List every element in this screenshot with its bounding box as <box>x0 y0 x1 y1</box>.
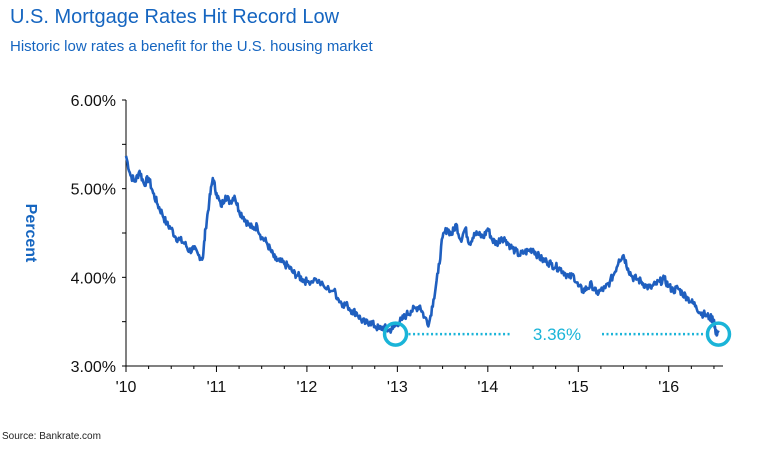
x-tick-label: '12 <box>296 379 317 396</box>
x-tick-label: '14 <box>477 379 498 396</box>
series-line <box>124 155 720 337</box>
y-tick-label: 6.00% <box>71 93 116 110</box>
chart-subtitle: Historic low rates a benefit for the U.S… <box>10 38 373 55</box>
y-tick-label: 3.00% <box>71 359 116 376</box>
y-axis-label: Percent <box>22 204 39 263</box>
y-tick-label: 4.00% <box>71 270 116 287</box>
x-tick-label: '11 <box>207 379 227 396</box>
x-tick-label: '16 <box>658 379 679 396</box>
low-marker-2016 <box>705 321 732 347</box>
x-tick-label: '13 <box>387 379 408 396</box>
x-tick-label: '15 <box>568 379 589 396</box>
chart-title: U.S. Mortgage Rates Hit Record Low <box>10 6 340 28</box>
y-tick-label: 5.00% <box>71 182 116 199</box>
source-note: Source: Bankrate.com <box>2 431 101 442</box>
annotation-label: 3.36% <box>533 325 581 344</box>
x-tick-label: '10 <box>116 379 137 396</box>
low-marker-2012 <box>382 321 409 347</box>
